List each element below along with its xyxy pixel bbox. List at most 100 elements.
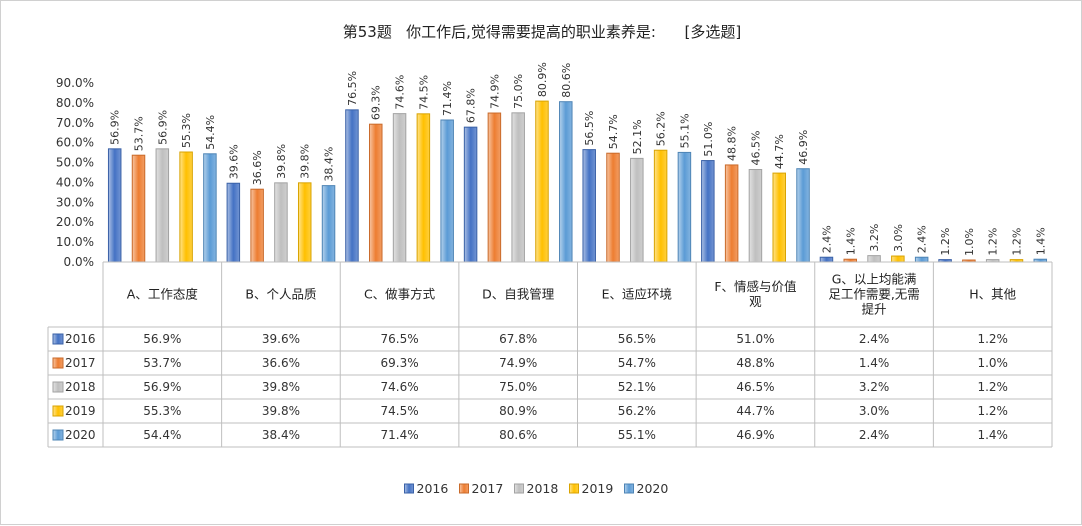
table-cell-2020-1: 38.4% [262, 428, 300, 442]
data-label-2020-3: 80.6% [560, 63, 573, 98]
bar-2018-4 [630, 157, 644, 263]
table-cell-2018-7: 1.2% [977, 380, 1008, 394]
category-label-0: A、工作态度 [127, 287, 199, 302]
bar-2020-4 [677, 151, 692, 263]
category-label-6: 提升 [862, 302, 887, 317]
bar-2019-4 [653, 149, 668, 263]
category-label-5: F、情感与价值 [714, 279, 796, 294]
bar-2020-5 [796, 168, 810, 263]
bar-2020-3 [559, 101, 573, 263]
bar-2020-6 [914, 256, 929, 263]
table-cell-2019-3: 80.9% [499, 404, 537, 418]
data-label-2019-0: 55.3% [180, 113, 193, 148]
table-cell-2018-6: 3.2% [859, 380, 890, 394]
y-tick-label: 20.0% [56, 215, 94, 229]
data-label-2016-5: 51.0% [702, 122, 715, 157]
bar-2017-1 [250, 188, 264, 263]
table-cell-2018-2: 74.6% [381, 380, 419, 394]
data-label-2018-7: 1.2% [987, 228, 1000, 256]
legend-label-2018: 2018 [527, 481, 559, 496]
bar-2019-1 [297, 182, 312, 263]
bar-2016-4 [582, 149, 596, 263]
data-label-2016-6: 2.4% [820, 225, 833, 253]
data-label-2019-1: 39.8% [299, 144, 312, 179]
bar-2018-0 [155, 148, 170, 263]
table-cell-2020-4: 55.1% [618, 428, 656, 442]
category-label-1: B、个人品质 [245, 287, 316, 302]
bar-2016-5 [701, 160, 715, 263]
table-cell-2016-7: 1.2% [977, 332, 1008, 346]
bar-2020-1 [321, 185, 336, 263]
table-cell-2019-5: 44.7% [736, 404, 774, 418]
table-legend-key-2020 [52, 429, 64, 441]
bar-2019-6 [891, 255, 905, 263]
data-label-2016-7: 1.2% [939, 228, 952, 256]
table-cell-2016-5: 51.0% [736, 332, 774, 346]
bar-2019-5 [772, 172, 786, 263]
table-cell-2020-0: 54.4% [143, 428, 181, 442]
data-label-2017-2: 69.3% [370, 85, 383, 120]
data-label-2019-4: 56.2% [655, 111, 668, 146]
y-tick-label: 0.0% [64, 255, 95, 269]
bar-2019-3 [535, 100, 549, 263]
category-label-6: 足工作需要,无需 [828, 287, 919, 302]
bar-2016-3 [463, 126, 478, 263]
data-label-2016-4: 56.5% [583, 111, 596, 146]
table-cell-2017-7: 1.0% [977, 356, 1008, 370]
table-cell-2020-3: 80.6% [499, 428, 537, 442]
data-label-2019-2: 74.5% [417, 75, 430, 110]
table-cell-2018-0: 56.9% [143, 380, 181, 394]
bar-2017-4 [606, 152, 620, 263]
y-tick-label: 10.0% [56, 235, 94, 249]
bar-2017-5 [724, 164, 739, 263]
y-tick-label: 30.0% [56, 195, 94, 209]
category-label-3: D、自我管理 [482, 287, 555, 302]
table-legend-key-2018 [52, 381, 64, 393]
bar-2018-5 [748, 169, 763, 263]
table-series-label-2019: 2019 [65, 404, 96, 418]
bar-2017-3 [487, 112, 502, 263]
bar-2020-0 [203, 153, 217, 263]
bar-2017-2 [369, 123, 383, 263]
y-tick-label: 80.0% [56, 96, 94, 110]
table-cell-2019-1: 39.8% [262, 404, 300, 418]
table-series-label-2017: 2017 [65, 356, 96, 370]
bar-2017-0 [131, 154, 146, 263]
bar-2019-2 [416, 113, 431, 263]
data-label-2018-5: 46.5% [749, 131, 762, 166]
y-tick-label: 60.0% [56, 136, 94, 150]
bar-2018-2 [392, 113, 407, 263]
table-cell-2019-6: 3.0% [859, 404, 890, 418]
data-label-2018-4: 52.1% [631, 119, 644, 154]
data-label-2017-4: 54.7% [607, 114, 620, 149]
data-label-2018-1: 39.8% [275, 144, 288, 179]
data-label-2020-0: 54.4% [204, 115, 217, 150]
table-cell-2018-5: 46.5% [736, 380, 774, 394]
table-legend-key-2016 [52, 333, 64, 345]
data-label-2020-2: 71.4% [441, 81, 454, 116]
data-label-2017-1: 36.6% [251, 150, 264, 185]
table-series-label-2018: 2018 [65, 380, 96, 394]
data-label-2020-7: 1.4% [1034, 227, 1047, 255]
table-series-label-2020: 2020 [65, 428, 96, 442]
table-cell-2019-2: 74.5% [381, 404, 419, 418]
data-label-2017-6: 1.4% [844, 227, 857, 255]
legend-key-2016 [404, 483, 414, 494]
table-cell-2017-3: 74.9% [499, 356, 537, 370]
legend-label-2020: 2020 [637, 481, 669, 496]
table-cell-2017-6: 1.4% [859, 356, 890, 370]
table-cell-2016-4: 56.5% [618, 332, 656, 346]
category-label-5: 观 [749, 294, 762, 309]
table-legend-key-2017 [52, 357, 64, 369]
table-cell-2017-1: 36.6% [262, 356, 300, 370]
legend-key-2020 [624, 483, 634, 494]
table-cell-2016-6: 2.4% [859, 332, 890, 346]
y-tick-label: 50.0% [56, 156, 94, 170]
category-label-7: H、其他 [969, 287, 1016, 302]
data-label-2016-3: 67.8% [465, 88, 478, 123]
table-cell-2018-1: 39.8% [262, 380, 300, 394]
data-label-2020-5: 46.9% [797, 130, 810, 165]
bar-2020-2 [440, 119, 454, 263]
legend-label-2017: 2017 [472, 481, 504, 496]
